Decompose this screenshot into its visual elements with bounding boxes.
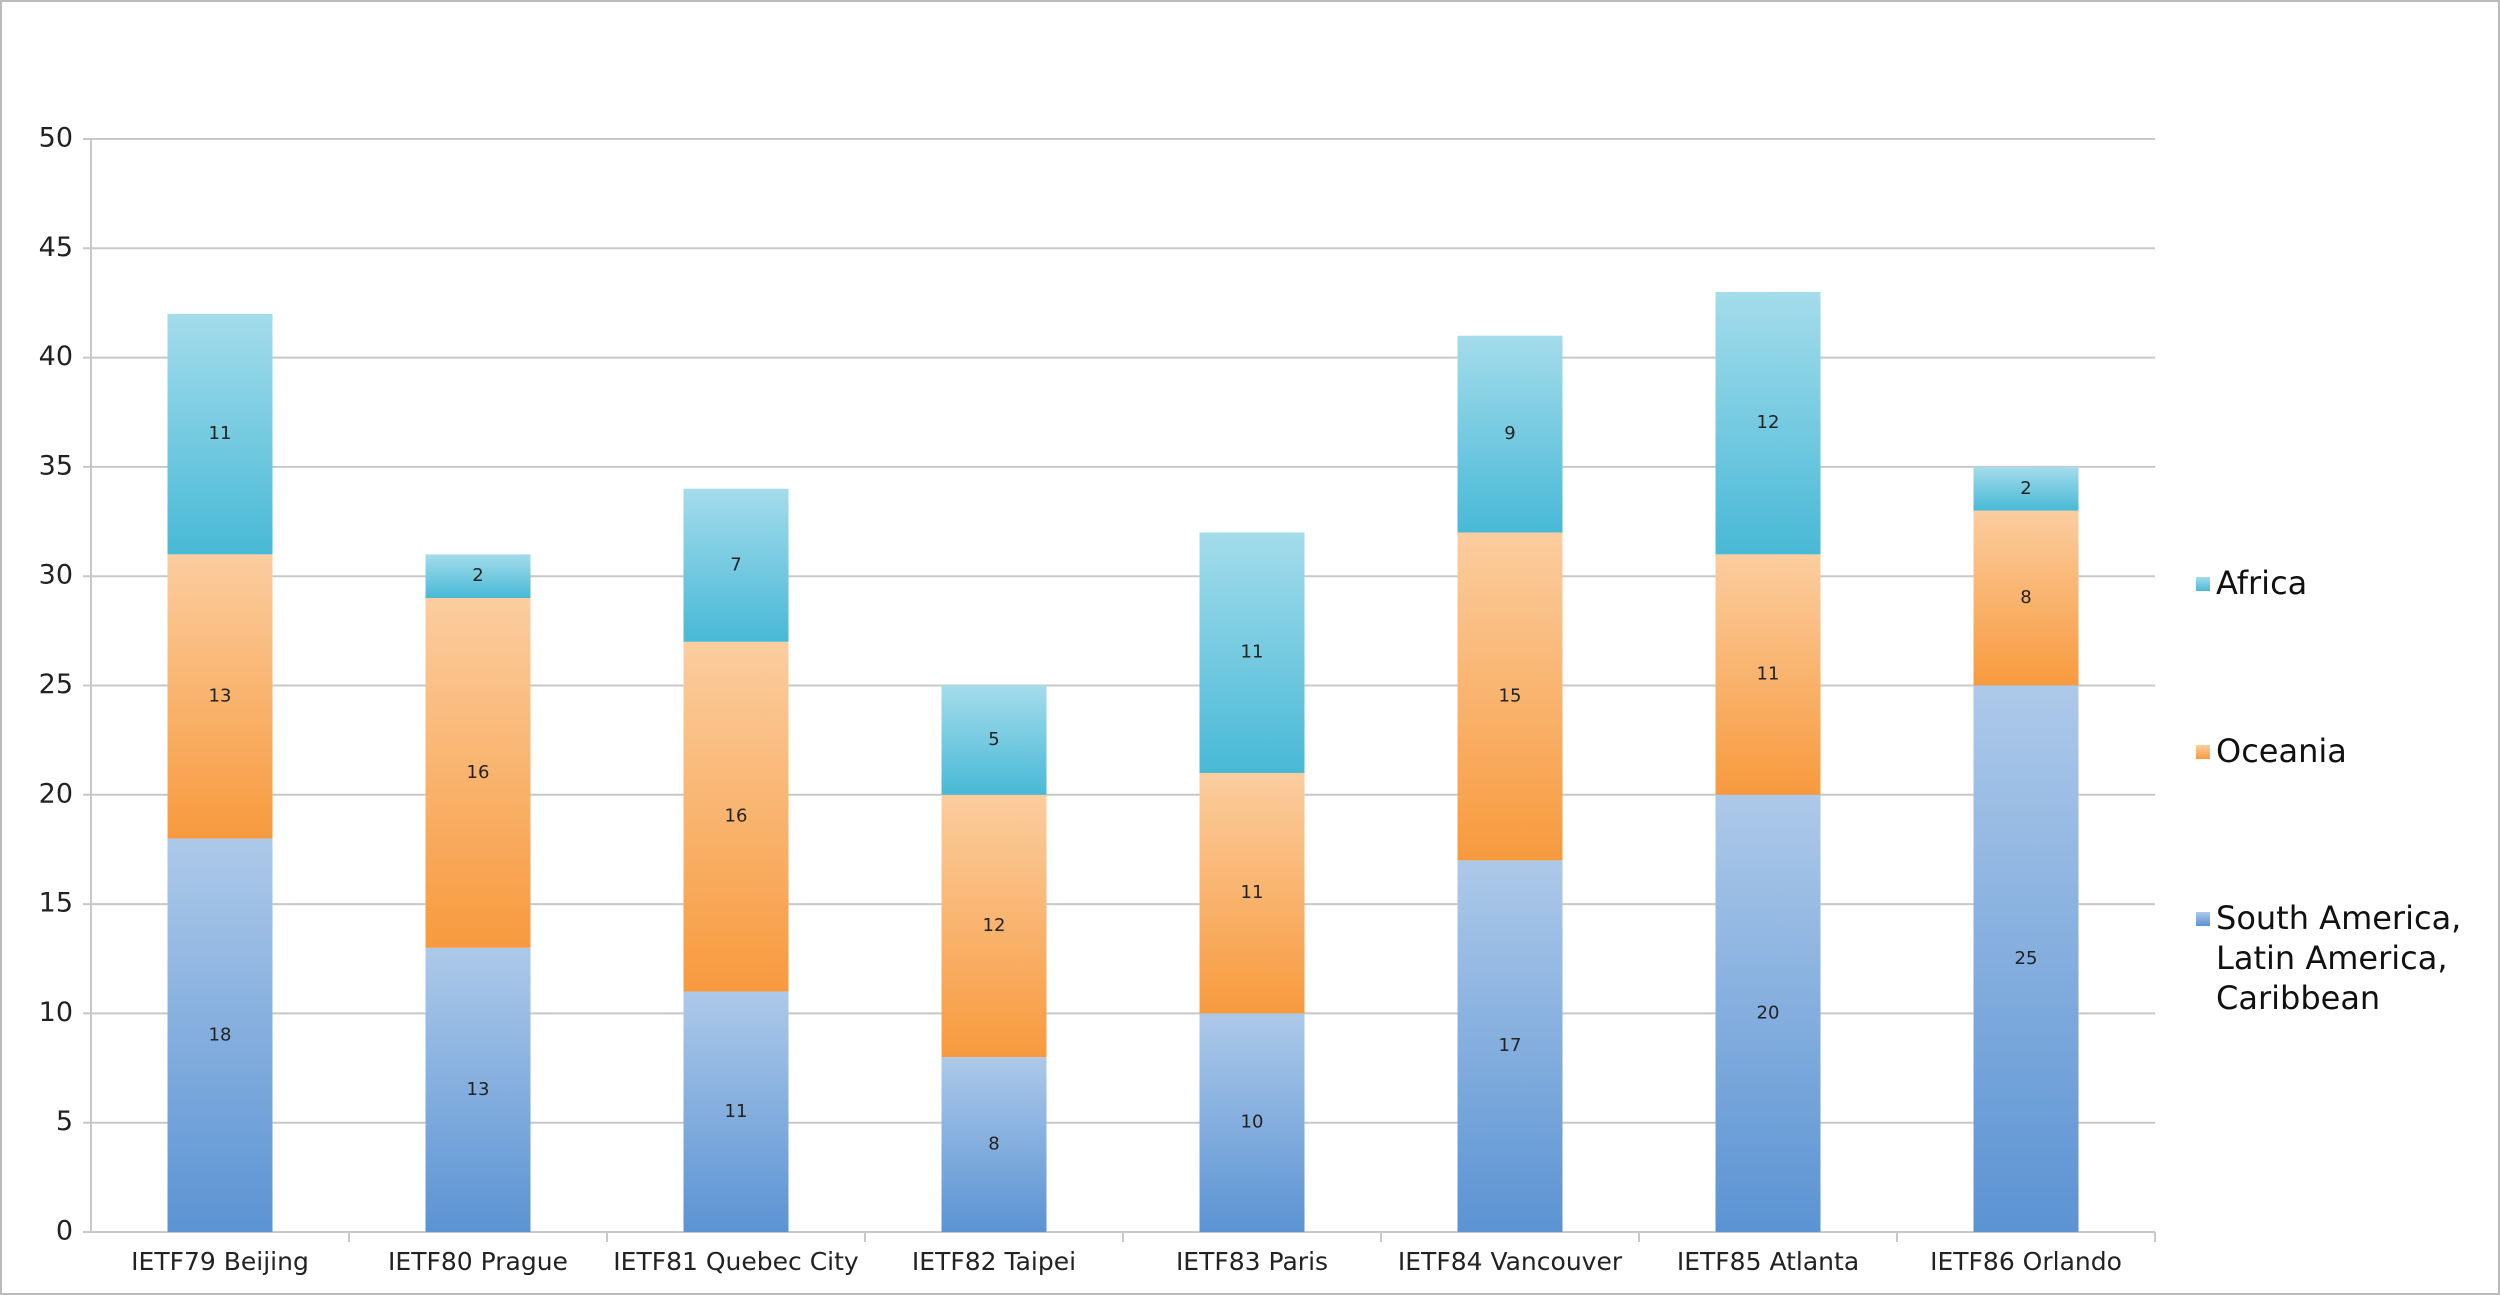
y-tick-label: 15 [39, 888, 73, 919]
bar-segment [1199, 532, 1305, 773]
data-label: 7 [730, 554, 741, 575]
y-tick-label: 10 [39, 997, 73, 1028]
legend-label: Oceania [2216, 732, 2347, 770]
bar-segment [683, 488, 789, 642]
bar-segment [167, 838, 273, 1232]
bar-segment [941, 1057, 1047, 1232]
data-label: 8 [988, 1134, 999, 1155]
data-label: 18 [209, 1024, 232, 1045]
y-tick-label: 0 [56, 1216, 73, 1247]
bar-segment [1199, 772, 1305, 1014]
bar-segment [1199, 1013, 1305, 1232]
bar-segment [1973, 685, 2079, 1232]
x-tick-label: IETF79 Beijing [131, 1247, 309, 1276]
data-label: 5 [988, 729, 999, 750]
data-label: 11 [1241, 882, 1264, 903]
bar-segment [167, 313, 273, 555]
data-label: 2 [2020, 478, 2031, 499]
data-label: 16 [467, 762, 490, 783]
legend-label: Africa [2216, 564, 2308, 602]
x-tick-label: IETF84 Vancouver [1398, 1247, 1623, 1276]
bar-segment [683, 991, 789, 1232]
legend-marker [2196, 745, 2210, 759]
y-tick-label: 20 [39, 778, 73, 809]
bar-segment [941, 794, 1047, 1058]
legend-label: South America, Latin America, Caribbean [2216, 899, 2462, 1017]
y-tick-label: 5 [56, 1106, 73, 1137]
data-label: 25 [2015, 948, 2038, 969]
data-label: 11 [1241, 642, 1264, 663]
legend-marker [2196, 912, 2210, 926]
data-label: 2 [472, 565, 483, 586]
data-label: 12 [1757, 412, 1780, 433]
y-tick-label: 25 [39, 669, 73, 700]
x-tick-label: IETF81 Quebec City [613, 1247, 859, 1276]
data-label: 9 [1504, 423, 1515, 444]
legend-marker [2196, 577, 2210, 591]
x-tick-label: IETF83 Paris [1176, 1247, 1328, 1276]
bar-segment [1457, 532, 1563, 861]
data-label: 12 [983, 915, 1006, 936]
bar-segment [1457, 335, 1563, 533]
bar-segment [425, 947, 531, 1232]
data-label: 11 [1757, 664, 1780, 685]
data-label: 16 [725, 806, 748, 827]
y-tick-label: 35 [39, 450, 73, 481]
bar-segment [1457, 860, 1563, 1232]
bar-segment [683, 641, 789, 992]
data-label: 10 [1241, 1112, 1264, 1133]
data-label: 8 [2020, 587, 2031, 608]
data-label: 11 [725, 1101, 748, 1122]
bar-segment [1715, 292, 1821, 555]
bar-segment [1715, 554, 1821, 795]
bar-segment [425, 598, 531, 948]
x-tick-label: IETF82 Taipei [912, 1247, 1076, 1276]
data-label: 13 [467, 1079, 490, 1100]
bar-segment [1973, 466, 2079, 511]
y-tick-label: 45 [39, 232, 73, 263]
data-label: 13 [209, 685, 232, 706]
bar-segment [941, 685, 1047, 795]
x-tick-label: IETF80 Prague [388, 1247, 568, 1276]
bar-segment [1973, 510, 2079, 686]
x-tick-label: IETF86 Orlando [1930, 1247, 2122, 1276]
data-label: 15 [1499, 685, 1522, 706]
bar-segment [167, 554, 273, 839]
y-tick-label: 50 [39, 123, 73, 154]
data-label: 11 [209, 423, 232, 444]
data-label: 17 [1499, 1035, 1522, 1056]
y-tick-label: 30 [39, 560, 73, 591]
bar-segment [425, 554, 531, 599]
data-label: 20 [1757, 1002, 1780, 1023]
bar-segment [1715, 794, 1821, 1232]
y-tick-label: 40 [39, 341, 73, 372]
x-tick-label: IETF85 Atlanta [1677, 1247, 1859, 1276]
